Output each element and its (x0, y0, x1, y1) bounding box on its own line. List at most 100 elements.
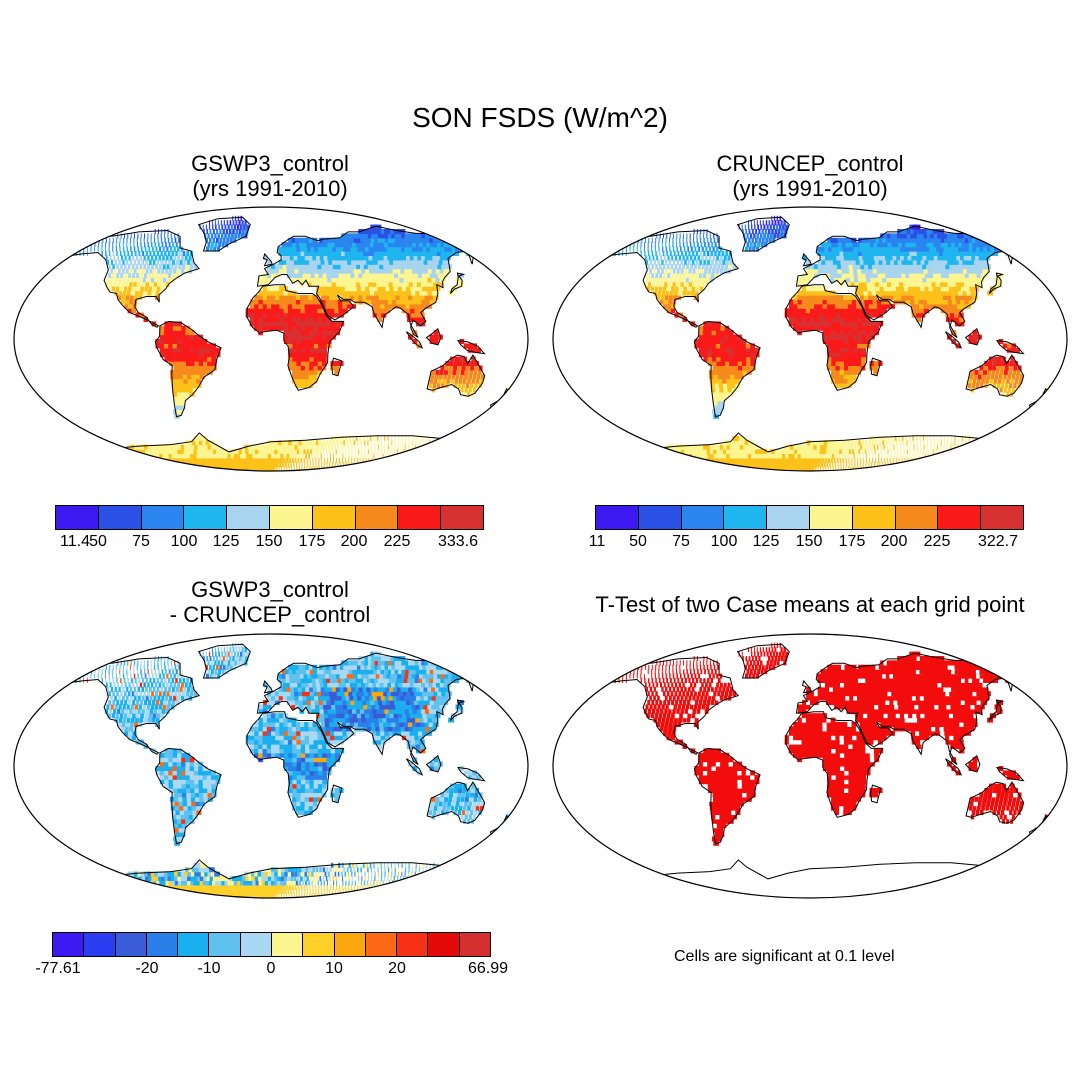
coastline-newguinea (456, 339, 486, 355)
coastline-borneo (425, 754, 442, 773)
colorbar-swatch (681, 506, 725, 529)
colorbar-swatch (303, 933, 335, 956)
colorbar-tick-label: 322.7 (977, 533, 1019, 550)
colorbar-swatch (397, 933, 429, 956)
coastline-australia (426, 781, 486, 824)
coastline-borneo (964, 754, 981, 773)
map-border (552, 633, 1068, 899)
colorbar-tick-label: 175 (838, 533, 866, 550)
map-border (13, 206, 529, 472)
colorbar-tick-label: 11 (588, 533, 606, 550)
colorbar-swatch (178, 933, 210, 956)
colorbar-swatch (98, 506, 142, 529)
colorbar-tick-label: -10 (197, 960, 221, 977)
figure-title: SON FSDS (W/m^2) (412, 102, 668, 133)
map-border (552, 206, 1068, 472)
panel-title-gswp3: GSWP3_control (yrs 1991-2010) (40, 151, 500, 201)
colorbar-tick-label: 10 (325, 960, 343, 977)
colorbar-swatch (146, 933, 179, 956)
coastline-samerica (154, 320, 222, 418)
coastline-namerica (67, 656, 200, 755)
map-ttest (552, 633, 1068, 899)
coastline-greenland (736, 216, 790, 252)
colorbar-swatch (227, 506, 270, 529)
colorbar-tick-label: 200 (880, 533, 908, 550)
colorbar-tick-label: -20 (135, 960, 159, 977)
coastline-japan (449, 272, 466, 294)
colorbar-swatch (355, 506, 399, 529)
coastline-africa (246, 711, 345, 818)
coastline-newguinea (995, 766, 1025, 782)
panel-title-line1: T-Test of two Case means at each grid po… (595, 592, 1025, 617)
coastline-madagascar (331, 784, 343, 804)
coastline-eurasia (256, 225, 487, 338)
colorbar-swatch (938, 506, 982, 529)
coastline-japan (988, 272, 1005, 294)
colorbar-swatch (441, 506, 483, 529)
coastline-australia (965, 781, 1025, 824)
colorbar-tick-label: 100 (710, 533, 738, 550)
coastline-sumatra (945, 758, 963, 776)
panel-title-line2: - CRUNCEP_control (169, 602, 371, 627)
colorbar-swatch (240, 933, 272, 956)
coastline-uk (262, 252, 274, 267)
colorbar-swatch (271, 933, 304, 956)
colorbar-tick-label: 50 (89, 533, 107, 550)
coastline-samerica (693, 320, 761, 418)
colorbar-swatch (56, 506, 99, 529)
coastline-uk (262, 679, 274, 694)
colorbar-swatch (767, 506, 810, 529)
coastline-madagascar (870, 357, 882, 377)
panel-title-line1: GSWP3_control (191, 151, 349, 176)
coastline-uk (801, 679, 813, 694)
coastline-namerica (606, 656, 739, 755)
ttest-note: Cells are significant at 0.1 level (674, 948, 895, 965)
coastline-namerica (67, 229, 200, 328)
colorbar-swatch (334, 933, 366, 956)
coastline-madagascar (870, 784, 882, 804)
colorbar-tick-label: 200 (340, 533, 368, 550)
map-coastlines (606, 216, 1052, 471)
colorbar-tick-label: 150 (255, 533, 283, 550)
coastline-eurasia (256, 652, 487, 765)
coastline-japan (988, 699, 1005, 721)
colorbar-tick-label: 225 (923, 533, 951, 550)
coastline-africa (785, 711, 884, 818)
panel-title-ttest: T-Test of two Case means at each grid po… (540, 592, 1080, 617)
coastline-greenland (197, 643, 251, 679)
coastline-newguinea (456, 766, 486, 782)
coastline-uk (801, 252, 813, 267)
colorbar-swatch (141, 506, 185, 529)
colorbar-tick-label: 125 (752, 533, 780, 550)
colorbar-tick-label: 50 (629, 533, 647, 550)
colorbar-swatch (809, 506, 853, 529)
colorbar-tick-label: 125 (212, 533, 240, 550)
colorbar-tick-label: 175 (298, 533, 326, 550)
colorbar-tick-label: 75 (132, 533, 150, 550)
coastline-greenland (197, 216, 251, 252)
colorbar-tick-label: 225 (383, 533, 411, 550)
coastline-namerica (606, 229, 739, 328)
map-cruncep (552, 206, 1068, 472)
coastline-newguinea (995, 339, 1025, 355)
colorbar-cruncep (595, 505, 1024, 530)
map-grid-cells (609, 215, 1050, 471)
colorbar-diff (52, 932, 491, 957)
colorbar-tick-label: 0 (266, 960, 276, 977)
map-gswp3 (13, 206, 529, 472)
coastline-samerica (693, 747, 761, 845)
colorbar-swatch (459, 933, 490, 956)
colorbar-swatch (53, 933, 85, 956)
panel-title-diff: GSWP3_control - CRUNCEP_control (40, 577, 500, 627)
panel-title-line2: (yrs 1991-2010) (732, 176, 888, 201)
coastline-eurasia (795, 225, 1026, 338)
colorbar-tick-label: 75 (672, 533, 690, 550)
panel-title-cruncep: CRUNCEP_control (yrs 1991-2010) (580, 151, 1040, 201)
coastline-eurasia (795, 652, 1026, 765)
colorbar-swatch (115, 933, 147, 956)
colorbar-tick-label: 11.4 (60, 533, 90, 550)
colorbar-swatch (638, 506, 682, 529)
coastline-japan (449, 699, 466, 721)
coastline-sumatra (406, 331, 424, 349)
coastline-sumatra (406, 758, 424, 776)
